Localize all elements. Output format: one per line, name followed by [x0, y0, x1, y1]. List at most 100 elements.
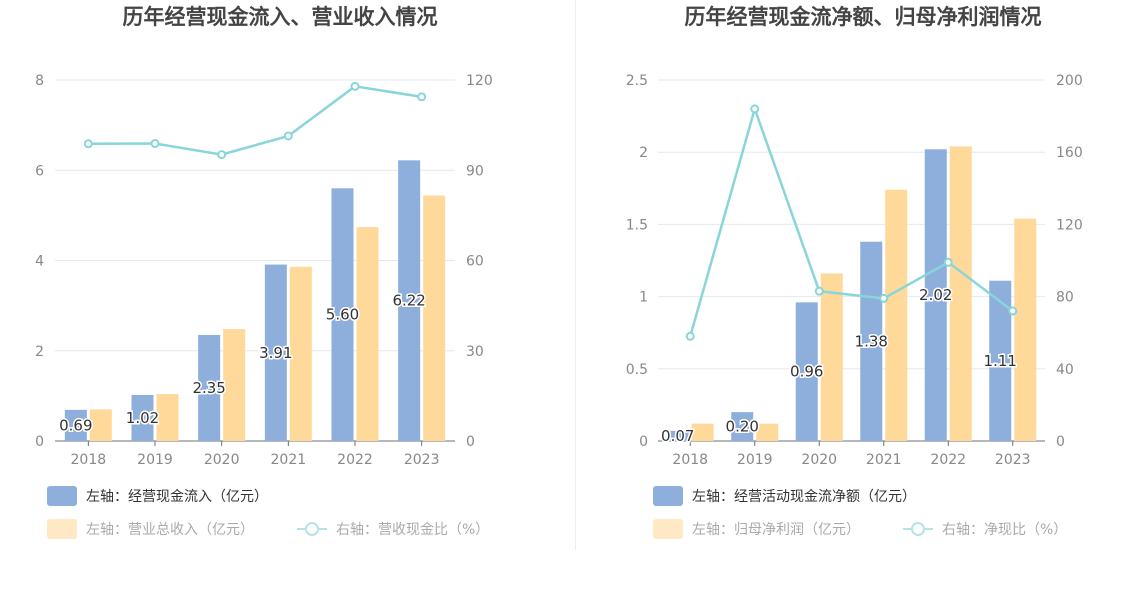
line-point [283, 131, 293, 141]
x-axis-tick-label: 2018 [71, 452, 107, 468]
bar-series-1 [860, 241, 883, 441]
right-axis-tick-label: 120 [1056, 217, 1083, 233]
x-axis-tick-label: 2021 [866, 452, 902, 468]
chart-svg-cash-inflow-revenue: 历年经营现金流入、营业收入情况 0 2 4 6 8 0 30 60 90 120 2018 2019 20… [35, 5, 493, 539]
x-axis-tick-label: 2022 [337, 452, 373, 468]
x-axis-tick-label: 2018 [672, 452, 708, 468]
bar-data-label: 0.69 [59, 416, 92, 434]
bar-series-2 [89, 409, 112, 441]
line-point [814, 286, 824, 296]
legend-label-bar-2: 左轴：归母净利润（亿元） [692, 521, 860, 538]
x-axis-tick-label: 2019 [737, 452, 773, 468]
left-axis-tick-label: 6 [35, 163, 44, 179]
line-point [217, 150, 227, 160]
line-point [750, 104, 760, 114]
x-axis-tick-label: 2022 [930, 452, 966, 468]
legend-label-bar-2: 左轴：营业总收入（亿元） [86, 522, 254, 538]
legend-swatch-bar-1 [653, 486, 683, 506]
right-axis-tick-label: 200 [1056, 73, 1083, 89]
legend-label-line: 右轴：营收现金比（%） [336, 522, 489, 538]
bar-series-2 [223, 329, 246, 441]
right-axis-tick-label: 60 [466, 254, 484, 270]
bar-data-label: 0.07 [661, 427, 694, 445]
bar-series-1 [398, 160, 421, 441]
bar-data-label: 2.02 [919, 286, 952, 304]
left-axis-tick-label: 0 [639, 434, 648, 450]
x-axis-tick-label: 2020 [801, 452, 837, 468]
bar-data-label: 0.20 [726, 418, 759, 436]
bar-data-label: 6.22 [392, 292, 425, 310]
bar-data-label: 1.38 [855, 332, 888, 350]
chart-title: 历年经营现金流入、营业收入情况 [123, 5, 438, 29]
left-axis-tick-label: 1.5 [626, 217, 648, 233]
bar-series-2 [691, 423, 714, 441]
bar-series-2 [423, 195, 446, 441]
legend-swatch-line-marker [911, 522, 925, 536]
line-point [83, 139, 93, 149]
chart-title: 历年经营现金流净额、归母净利润情况 [685, 5, 1042, 29]
right-axis-tick-label: 30 [466, 344, 484, 360]
line-point [1008, 306, 1018, 316]
line-point [150, 138, 160, 148]
bar-series-2 [1014, 218, 1037, 441]
legend-label-bar-1: 左轴：经营活动现金流净额（亿元） [692, 489, 916, 505]
right-axis-tick-label: 80 [1056, 290, 1074, 306]
right-axis-tick-label: 160 [1056, 145, 1083, 161]
bar-series-1 [924, 149, 947, 441]
bar-series-2 [885, 189, 908, 441]
line-series [88, 85, 422, 156]
bar-series-1 [131, 394, 154, 441]
bar-series-1 [264, 264, 287, 441]
legend-swatch-bar-2 [653, 519, 683, 539]
legend-swatch-line-marker [305, 522, 319, 536]
left-axis-tick-label: 1 [639, 290, 648, 306]
bar-series-1 [731, 412, 754, 441]
x-axis-tick-label: 2021 [271, 452, 307, 468]
bar-series-1 [795, 302, 818, 441]
legend-swatch-bar-1 [47, 486, 77, 506]
bar-data-label: 0.96 [790, 363, 823, 381]
x-axis-tick-label: 2023 [404, 452, 440, 468]
right-axis-tick-label: 90 [466, 163, 484, 179]
bar-series-2 [820, 273, 843, 441]
legend-swatch-bar-2 [47, 519, 77, 539]
left-axis-tick-label: 2 [639, 145, 648, 161]
right-axis-tick-label: 120 [466, 73, 493, 89]
right-axis-tick-label: 40 [1056, 362, 1074, 378]
right-axis-tick-label: 0 [1056, 434, 1065, 450]
bar-data-label: 1.11 [984, 352, 1017, 370]
bar-series-1 [989, 280, 1012, 441]
line-point [350, 81, 360, 91]
bar-series-1 [198, 334, 221, 441]
left-axis-tick-label: 0 [35, 434, 44, 450]
line-point [943, 257, 953, 267]
bar-series-2 [156, 394, 179, 441]
bar-series-1 [666, 430, 689, 441]
line-point [417, 92, 427, 102]
line-point [879, 293, 889, 303]
bar-series-2 [949, 146, 972, 441]
x-axis-tick-label: 2020 [204, 452, 240, 468]
left-axis-tick-label: 4 [35, 254, 44, 270]
x-axis-tick-label: 2023 [995, 452, 1031, 468]
right-axis-tick-label: 0 [466, 434, 475, 450]
left-axis-tick-label: 8 [35, 73, 44, 89]
left-axis-tick-label: 0.5 [626, 362, 648, 378]
legend-label-line: 右轴：净现比（%） [942, 522, 1067, 538]
line-series [689, 104, 1014, 337]
bar-series-2 [289, 266, 312, 441]
chart-panel-cash-inflow-revenue: 历年经营现金流入、营业收入情况 0 2 4 6 8 0 30 60 90 120 2018 2019 20… [35, 5, 493, 539]
bar-series-1 [64, 409, 87, 441]
bar-series-2 [356, 227, 379, 441]
chart-panel-net-cash-profit: 历年经营现金流净额、归母净利润情况 0 0.5 1 1.5 2 2.5 0 40 80 120 160… [574, 0, 1148, 589]
bar-data-label: 5.60 [326, 306, 359, 324]
bar-series-1 [331, 188, 354, 441]
bar-series-2 [756, 423, 779, 441]
bar-data-label: 1.02 [126, 409, 159, 427]
chart-svg-net-cash-profit: 历年经营现金流净额、归母净利润情况 0 0.5 1 1.5 2 2.5 0 40 80 120 160… [626, 5, 1083, 539]
legend-label-bar-1: 左轴：经营现金流入（亿元） [86, 489, 268, 505]
bar-data-label: 3.91 [259, 344, 292, 362]
left-axis-tick-label: 2.5 [626, 73, 648, 89]
line-point [685, 331, 695, 341]
bar-data-label: 2.35 [192, 379, 225, 397]
